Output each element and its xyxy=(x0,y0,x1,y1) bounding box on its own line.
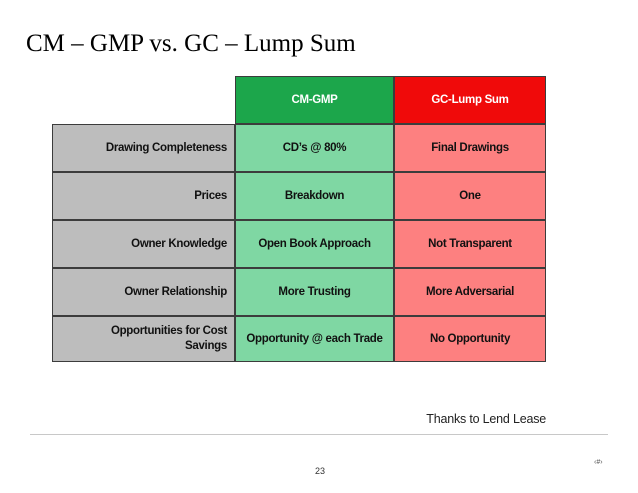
header-cm-gmp: CM-GMP xyxy=(235,76,394,124)
cell-cm-prices: Breakdown xyxy=(235,172,394,220)
row-label-opportunities-cost-savings: Opportunities for Cost Savings xyxy=(52,316,235,362)
cell-cm-owner-knowledge: Open Book Approach xyxy=(235,220,394,268)
cell-gc-opportunities-cost-savings: No Opportunity xyxy=(394,316,546,362)
header-gc-lump-sum: GC-Lump Sum xyxy=(394,76,546,124)
slide-title: CM – GMP vs. GC – Lump Sum xyxy=(26,30,356,57)
comparison-table: CM-GMP GC-Lump Sum Drawing Completeness … xyxy=(52,76,546,362)
cell-gc-owner-relationship: More Adversarial xyxy=(394,268,546,316)
cell-gc-owner-knowledge: Not Transparent xyxy=(394,220,546,268)
row-label-prices: Prices xyxy=(52,172,235,220)
cell-cm-drawing-completeness: CD’s @ 80% xyxy=(235,124,394,172)
page-number: 23 xyxy=(314,466,325,476)
cell-cm-owner-relationship: More Trusting xyxy=(235,268,394,316)
credit-text: Thanks to Lend Lease xyxy=(426,412,546,426)
cell-gc-prices: One xyxy=(394,172,546,220)
row-label-owner-relationship: Owner Relationship xyxy=(52,268,235,316)
row-label-owner-knowledge: Owner Knowledge xyxy=(52,220,235,268)
row-label-drawing-completeness: Drawing Completeness xyxy=(52,124,235,172)
footer-divider xyxy=(30,434,608,435)
slide-number-marker: ‹#› xyxy=(594,459,603,466)
cell-cm-opportunities-cost-savings: Opportunity @ each Trade xyxy=(235,316,394,362)
cell-gc-drawing-completeness: Final Drawings xyxy=(394,124,546,172)
